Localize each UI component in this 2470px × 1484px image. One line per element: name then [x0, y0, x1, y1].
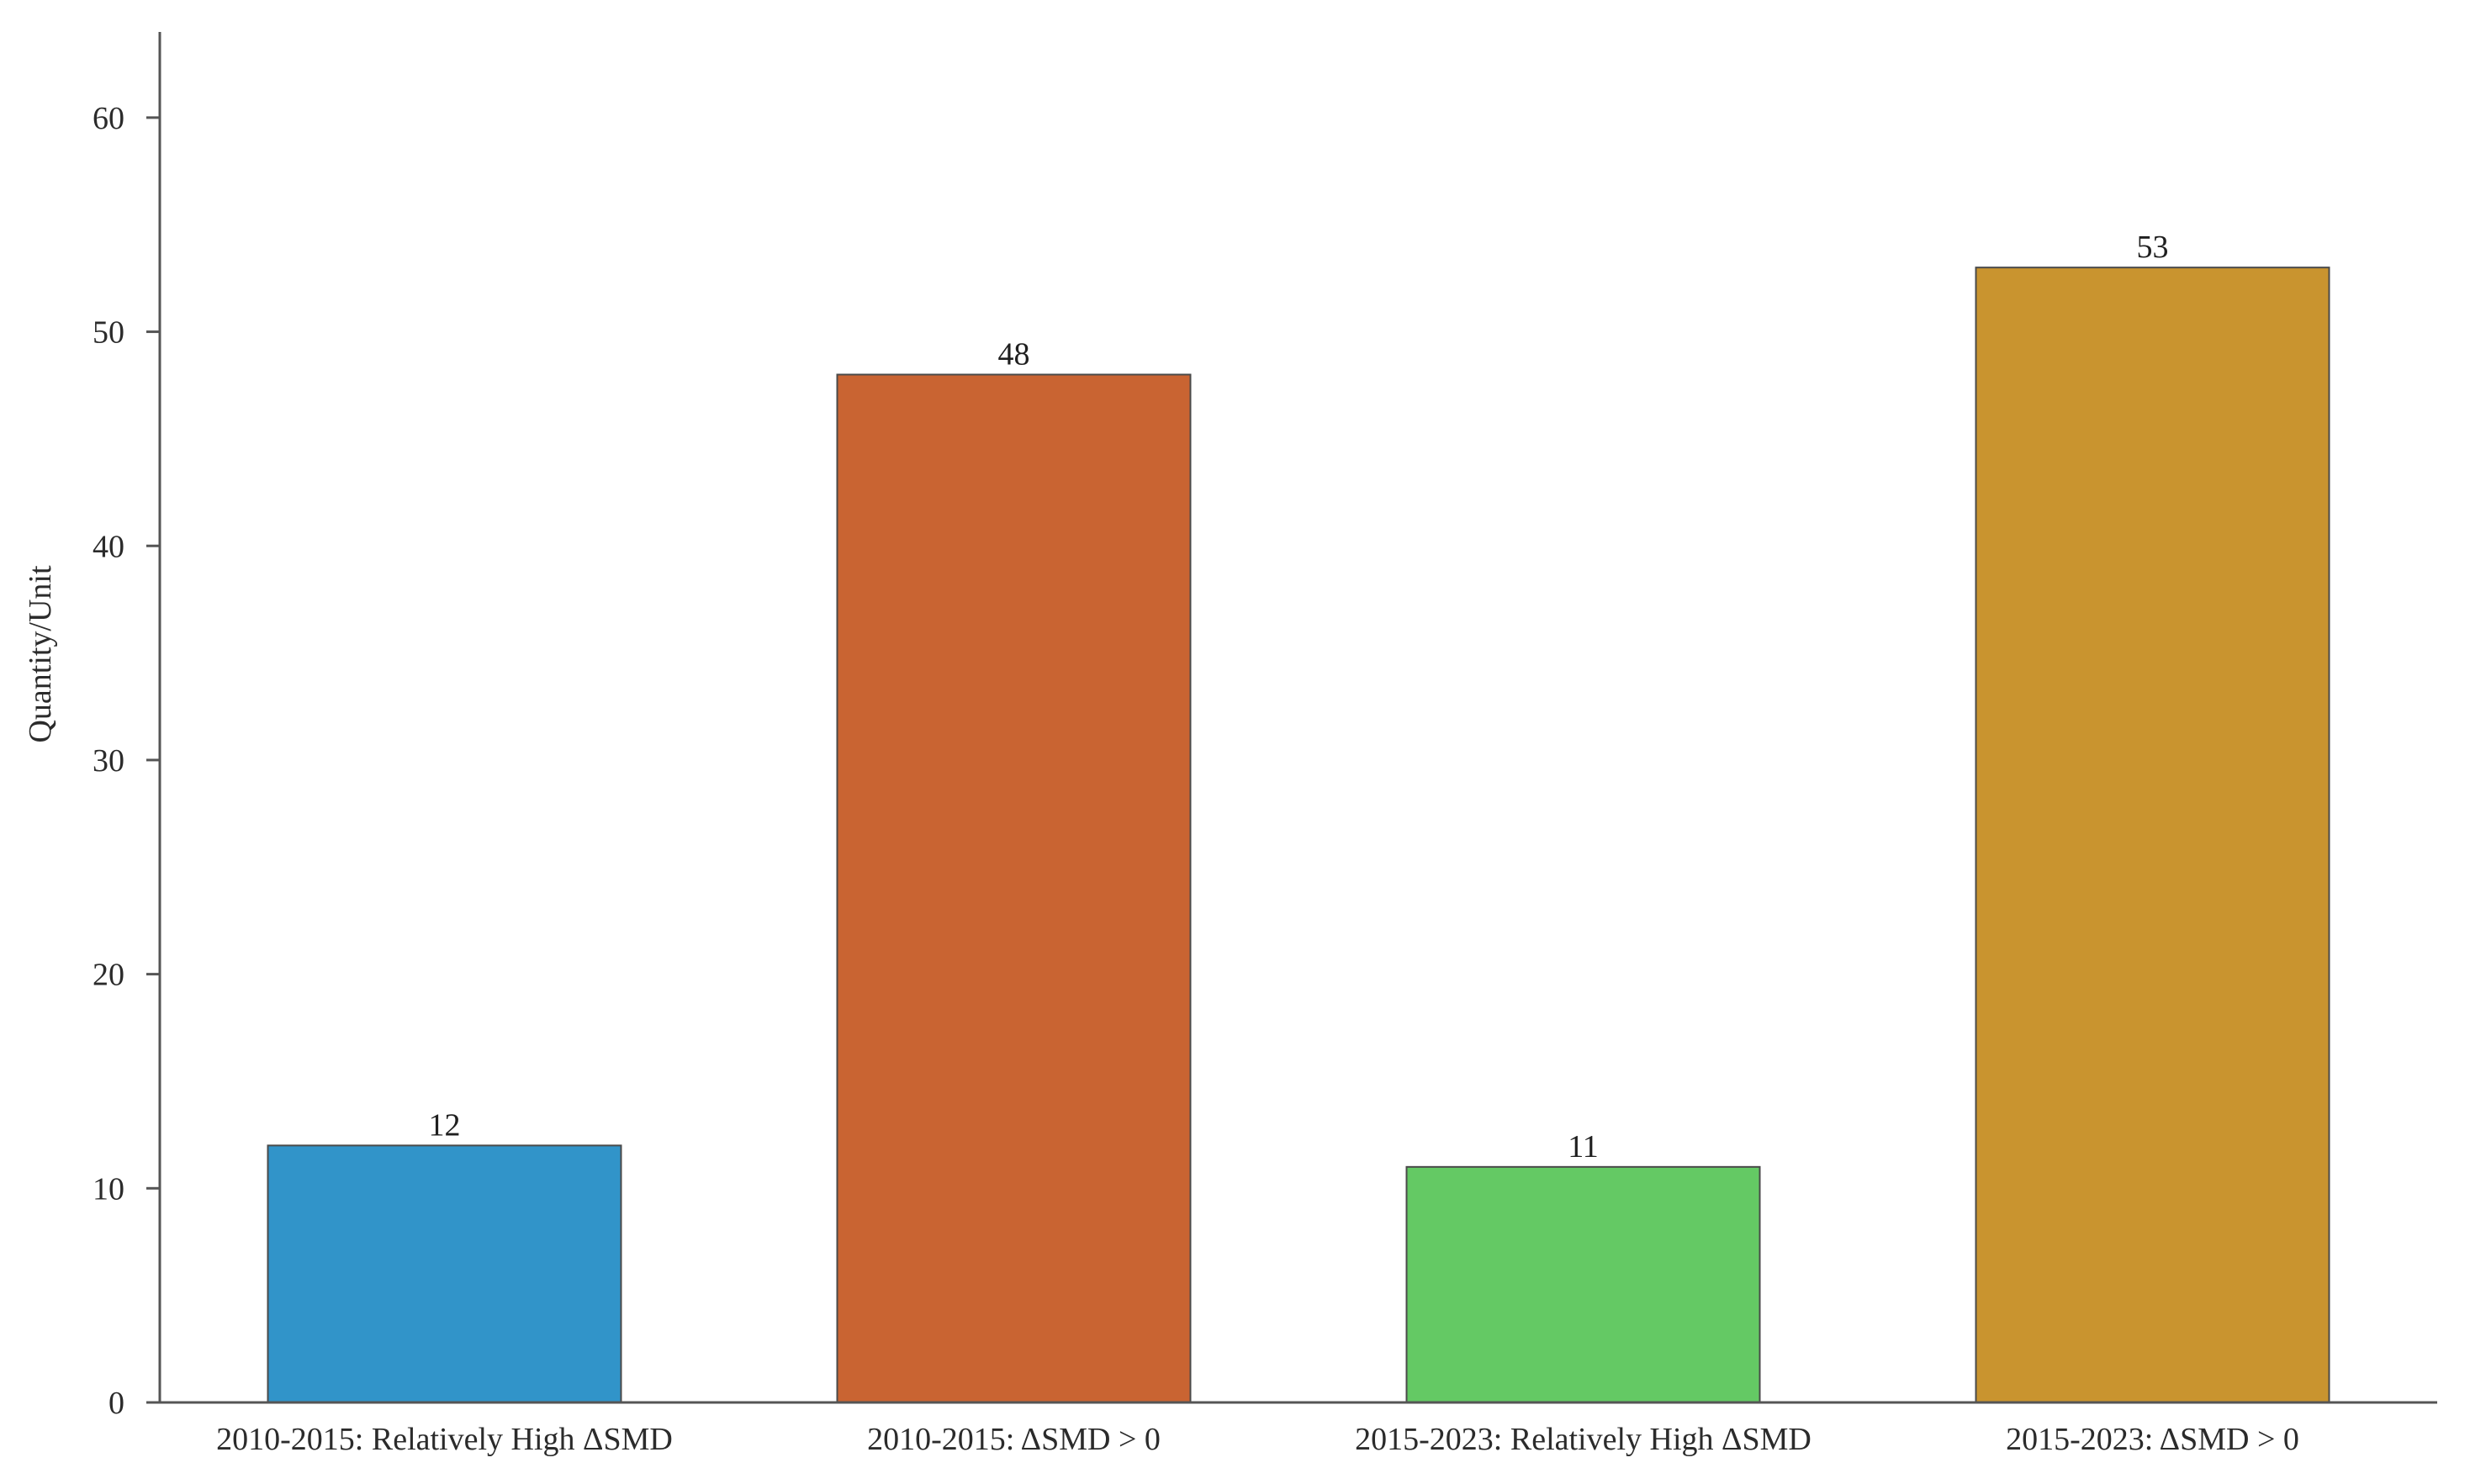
y-ticks: 0 10 20 30 40 50 60 [93, 101, 160, 1421]
x-tick-label: 2010-2015: Relatively High ΔSMD [216, 1422, 673, 1457]
bar [836, 373, 1192, 1403]
bars-layer [267, 267, 2330, 1403]
axes-layer [158, 32, 2437, 1404]
y-tick-label: 10 [93, 1171, 124, 1207]
bar-value-label: 12 [429, 1107, 461, 1143]
x-tick-label: 2015-2023: Relatively High ΔSMD [1355, 1422, 1812, 1457]
x-tick-label: 2010-2015: ΔSMD > 0 [867, 1422, 1161, 1457]
y-tick-label: 20 [93, 958, 124, 993]
bar-value-label: 48 [998, 337, 1030, 372]
y-tick-label: 50 [93, 315, 124, 351]
y-tick-label: 30 [93, 743, 124, 779]
bar [1975, 267, 2330, 1403]
bar [267, 1144, 622, 1403]
bar [1405, 1165, 1761, 1403]
bar-value-label: 53 [2137, 230, 2169, 265]
y-tick-label: 0 [108, 1386, 124, 1421]
x-tick-label: 2015-2023: ΔSMD > 0 [2006, 1422, 2299, 1457]
x-ticks: 2010-2015: Relatively High ΔSMD 2010-2015… [216, 1422, 2299, 1457]
y-tick-label: 40 [93, 529, 124, 564]
bar-value-label: 11 [1568, 1129, 1599, 1164]
y-tick-label: 60 [93, 101, 124, 136]
y-axis-title: Quantity/Unit [23, 565, 58, 743]
data-labels: 12 48 11 53 [429, 230, 2169, 1164]
